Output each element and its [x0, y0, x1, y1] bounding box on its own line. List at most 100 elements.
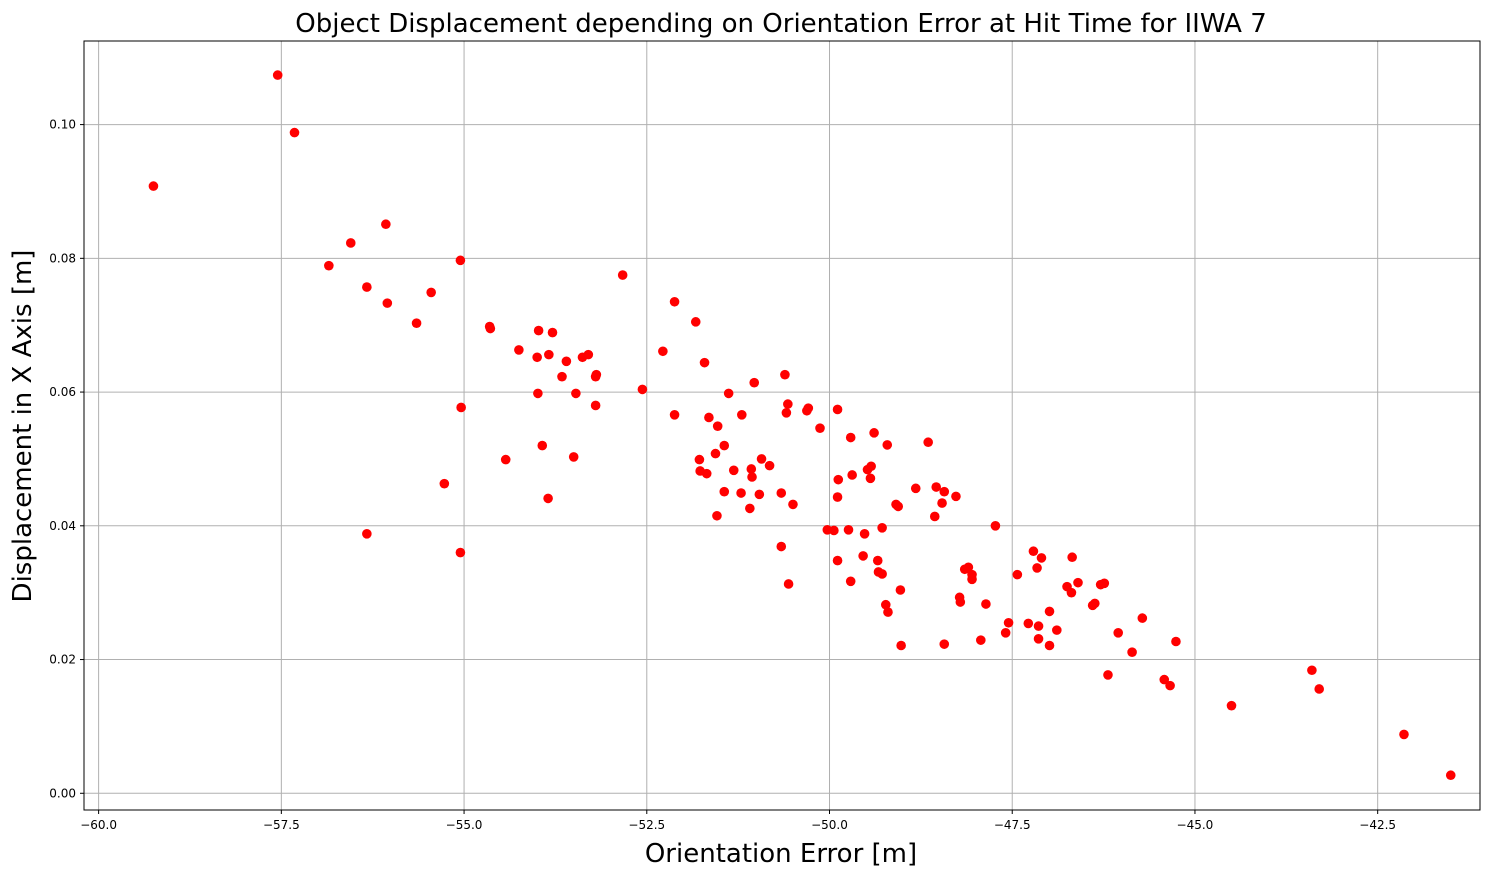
data-point	[869, 428, 879, 438]
data-point	[756, 454, 767, 464]
data-point	[803, 403, 814, 413]
data-point	[1033, 621, 1044, 631]
data-point	[1165, 680, 1175, 691]
data-point	[883, 607, 893, 617]
data-point	[543, 493, 553, 504]
data-point	[1171, 636, 1181, 647]
data-point	[289, 127, 300, 138]
y-tick-label: 0.10	[49, 118, 76, 132]
data-point	[832, 555, 843, 566]
data-point	[456, 402, 466, 413]
data-point	[866, 461, 876, 472]
data-point	[485, 323, 496, 334]
x-tick-label: −55.0	[446, 818, 483, 832]
y-tick-label: 0.06	[49, 385, 76, 399]
data-point	[877, 523, 887, 533]
data-point	[500, 454, 511, 465]
data-point	[981, 599, 991, 609]
data-point	[381, 219, 391, 230]
data-point	[1137, 613, 1148, 623]
data-point	[590, 400, 601, 411]
data-point	[832, 492, 843, 502]
data-point	[1044, 640, 1055, 651]
y-tick-label: 0.02	[49, 653, 76, 667]
data-point	[895, 585, 906, 595]
data-point	[910, 483, 921, 494]
data-point	[880, 599, 891, 610]
data-point	[583, 349, 594, 360]
data-point	[533, 388, 543, 399]
x-tick-label: −57.5	[263, 818, 300, 832]
data-point	[1226, 700, 1237, 711]
data-point	[833, 474, 844, 485]
data-point	[728, 465, 739, 476]
data-point	[568, 452, 579, 462]
data-point	[745, 503, 755, 514]
data-point	[514, 345, 524, 355]
data-point	[847, 470, 857, 480]
data-point	[872, 555, 883, 566]
x-tick-label: −52.5	[628, 818, 665, 832]
x-tick-label: −45.0	[1177, 818, 1214, 832]
data-point	[877, 569, 887, 579]
data-point	[1003, 617, 1014, 628]
data-point	[1000, 627, 1011, 638]
data-point	[788, 499, 798, 510]
y-tick-label: 0.00	[49, 786, 76, 800]
data-point	[719, 486, 730, 497]
data-point	[845, 432, 856, 443]
data-point	[783, 579, 794, 589]
data-point	[780, 369, 790, 380]
data-point	[893, 501, 904, 512]
data-point	[362, 529, 372, 539]
data-point	[561, 356, 572, 367]
data-point	[1033, 634, 1044, 644]
data-point	[845, 576, 856, 587]
data-point	[764, 460, 775, 471]
data-point	[669, 296, 680, 307]
data-point	[1307, 665, 1317, 676]
data-point	[1044, 606, 1055, 617]
x-tick-label: −42.5	[1359, 818, 1396, 832]
data-point	[843, 525, 854, 535]
data-point	[557, 371, 567, 382]
data-point	[1127, 647, 1137, 657]
data-point	[148, 181, 159, 191]
data-point	[749, 377, 760, 388]
x-tick-label: −47.5	[994, 818, 1031, 832]
data-point	[1036, 553, 1047, 563]
data-point	[736, 488, 746, 498]
data-point	[832, 404, 843, 415]
data-point	[937, 498, 947, 508]
x-tick-label: −50.0	[811, 818, 848, 832]
data-point	[776, 488, 787, 498]
data-point	[939, 639, 950, 649]
y-tick-label: 0.08	[49, 251, 76, 265]
data-point	[1090, 598, 1100, 609]
data-point	[963, 562, 974, 573]
data-point	[637, 384, 648, 395]
data-point	[931, 482, 942, 492]
data-point	[754, 489, 765, 500]
data-point	[1113, 627, 1124, 638]
data-point	[882, 440, 893, 450]
data-point	[426, 287, 436, 298]
data-point	[411, 318, 422, 328]
data-point	[532, 352, 542, 363]
data-point	[858, 551, 868, 561]
data-point	[990, 521, 1001, 531]
data-point	[455, 547, 466, 558]
data-point	[658, 346, 668, 357]
data-point	[829, 525, 839, 536]
data-point	[815, 423, 825, 433]
data-point	[923, 437, 933, 448]
data-point	[704, 412, 714, 423]
data-point	[929, 511, 940, 522]
data-point	[439, 478, 450, 489]
data-point	[747, 472, 757, 482]
data-points	[148, 70, 1456, 781]
data-point	[712, 510, 722, 521]
data-point	[712, 421, 723, 431]
